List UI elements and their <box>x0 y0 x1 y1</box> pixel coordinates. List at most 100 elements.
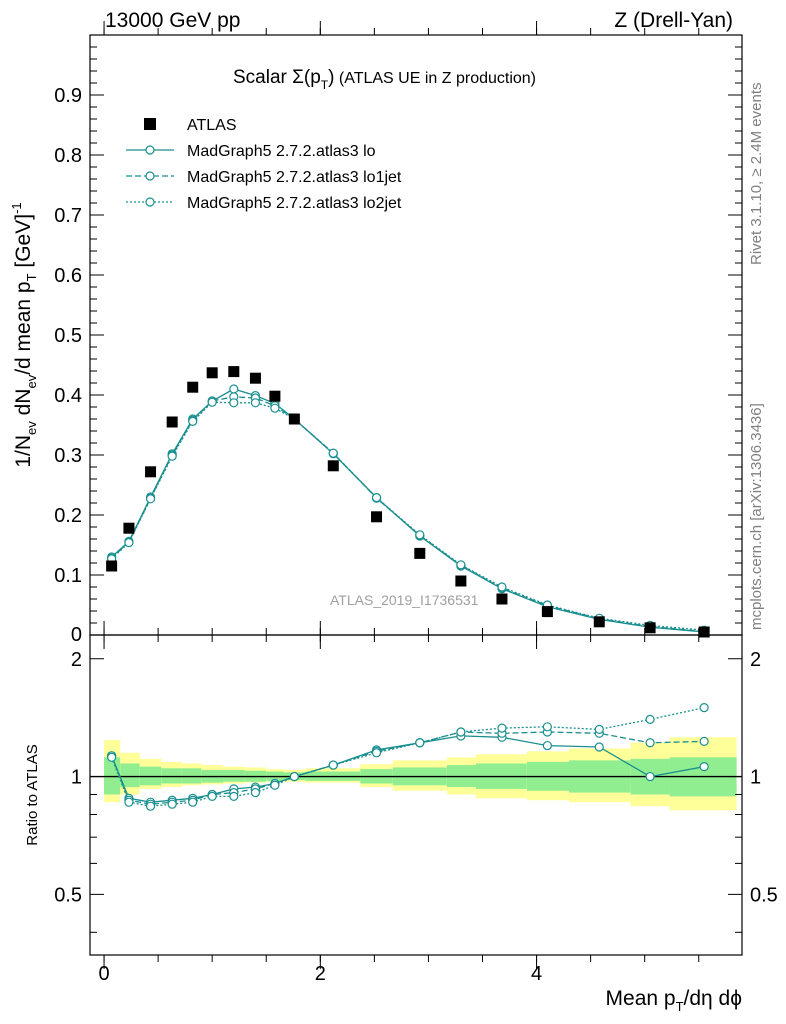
y-tick-label: 0.2 <box>54 505 82 527</box>
legend-marker-mc <box>145 145 155 155</box>
title-close: ) <box>328 67 334 88</box>
axis-ticks: 0 2 4 0.1 0.2 0.3 0.4 0.5 0.6 0.7 0.8 0.9 0 0.5 0.5 1 1 2… <box>54 21 778 985</box>
ylabel-d: [GeV] <box>12 214 35 274</box>
atlas-data-point <box>371 511 383 523</box>
y-tick-label: 0.6 <box>54 265 82 287</box>
ratio-y-tick-label-right: 2 <box>750 649 761 671</box>
y-tick-label: 0.9 <box>54 85 82 107</box>
ylabel-ratio: Ratio to ATLAS <box>24 744 41 845</box>
legend-marker-mc <box>145 197 155 207</box>
atlas-data-point <box>288 413 300 425</box>
mc-ratio-point <box>415 738 425 748</box>
mc-ratio-point <box>188 797 198 807</box>
ylabel-a-sub: ev <box>24 421 39 435</box>
mc-point <box>415 530 425 540</box>
legend-label: MadGraph5 2.7.2.atlas3 lo2jet <box>187 195 402 212</box>
mc-point <box>124 537 134 548</box>
atlas-data-point <box>455 575 467 587</box>
atlas-data-point <box>327 460 339 472</box>
legend-label: MadGraph5 2.7.2.atlas3 lo1jet <box>187 169 402 186</box>
atlas-data-point <box>414 547 426 559</box>
mc-point <box>371 493 382 503</box>
atlas-data-point <box>698 626 710 638</box>
analysis-watermark: ATLAS_2019_I1736531 <box>330 592 479 608</box>
mc-ratio-point <box>645 771 655 782</box>
atlas-data-point <box>106 560 118 572</box>
atlas-data-point <box>166 416 178 428</box>
header-left: 13000 GeV pp <box>105 9 240 32</box>
mc-ratio-point <box>542 722 552 732</box>
ylabel-a: 1/N <box>12 435 35 468</box>
x-tick-label: 0 <box>98 963 109 985</box>
mc-ratio-point <box>699 762 709 772</box>
x-tick-label: 4 <box>531 963 542 985</box>
xlabel: Mean pT/dη dϕ <box>606 987 742 1014</box>
mc-point <box>270 403 280 413</box>
header-right: Z (Drell-Yan) <box>614 9 733 32</box>
mc-ratio-point <box>699 736 709 746</box>
ratio-y-tick-label-right: 0.5 <box>750 884 778 906</box>
band-inner-bin <box>181 768 202 784</box>
mc-ratio-point <box>371 748 382 758</box>
y-tick-label: 0.3 <box>54 445 82 467</box>
band-inner-bin <box>222 769 245 782</box>
legend-label: ATLAS <box>187 117 237 134</box>
mc-point <box>250 398 261 408</box>
atlas-data-point <box>206 367 218 379</box>
mc-point <box>167 451 177 461</box>
atlas-data-point <box>249 372 261 384</box>
atlas-data-point <box>145 466 157 478</box>
ylabel-c: /d mean p <box>12 281 35 374</box>
legend-marker-data <box>144 118 156 130</box>
y-tick-label: 0.1 <box>54 565 82 587</box>
ylabel-d-sup: -1 <box>9 202 24 214</box>
mc-ratio-point <box>328 760 338 770</box>
atlas-data-point <box>269 390 281 402</box>
mc-point <box>229 384 239 394</box>
mc-point <box>188 416 198 426</box>
y-tick-label: 0.5 <box>54 325 82 347</box>
mc-ratio-point <box>145 801 156 811</box>
mc-ratio-point <box>456 727 466 737</box>
mc-ratio-point <box>594 742 604 752</box>
atlas-data-point <box>496 593 508 605</box>
plot-title: Scalar Σ(pT) (ATLAS UE in Z production) <box>233 67 536 92</box>
band-inner-bin <box>161 768 182 784</box>
band-inner-bin <box>104 757 121 795</box>
ylabel-c-sub: T <box>24 273 39 281</box>
mc-ratio-point <box>229 791 239 801</box>
title-main: Scalar Σ(p <box>233 67 321 88</box>
xlabel-a: Mean p <box>606 987 676 1010</box>
mc-ratio-point <box>645 714 655 724</box>
title-rest: (ATLAS UE in Z production) <box>334 70 536 87</box>
mc-point <box>328 448 338 458</box>
mc-point <box>145 494 156 504</box>
y-tick-label: 0.4 <box>54 385 82 407</box>
atlas-data-point <box>541 606 553 618</box>
atlas-data-point <box>187 381 199 393</box>
atlas-data-point <box>123 522 135 534</box>
mc-ratio-point <box>594 724 604 734</box>
ylabel-b-sub: ev <box>24 374 39 388</box>
atlas-data-point <box>228 366 240 378</box>
title-sub: T <box>321 78 329 92</box>
ratio-plot <box>90 703 742 811</box>
mc-point <box>497 582 507 592</box>
ratio-y-tick-label: 1 <box>71 767 82 789</box>
mc-ratio-point <box>124 797 134 807</box>
band-inner-bin <box>120 763 140 788</box>
legend-marker-mc <box>145 171 155 181</box>
legend-label: MadGraph5 2.7.2.atlas3 lo <box>187 143 376 160</box>
mc-point <box>207 397 217 407</box>
y-tick-label: 0.8 <box>54 145 82 167</box>
ylabel-b: dN <box>12 389 35 422</box>
ratio-frame <box>89 634 743 956</box>
rivet-label: Rivet 3.1.10, ≥ 2.4M events <box>748 83 765 266</box>
xlabel-a-sub: T <box>676 999 684 1014</box>
main-plot <box>106 366 710 638</box>
mc-ratio-point <box>107 752 117 762</box>
mc-ratio-point <box>542 740 552 751</box>
atlas-data-point <box>644 622 656 634</box>
atlas-data-point <box>593 616 605 628</box>
